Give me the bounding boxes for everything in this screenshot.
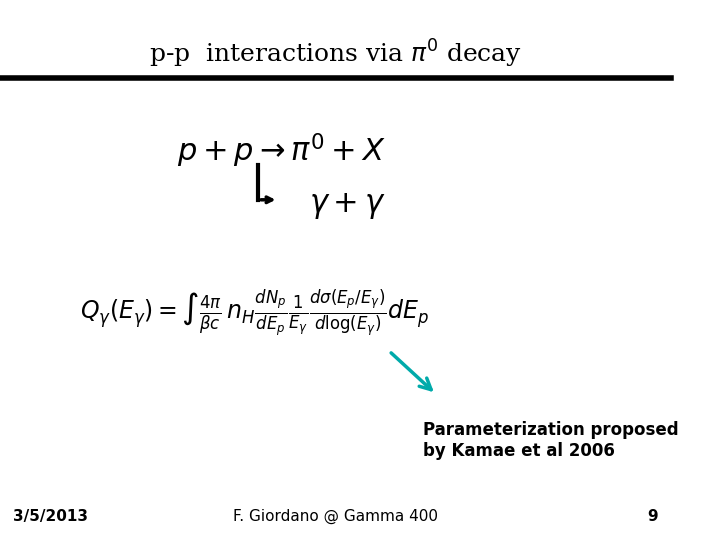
Text: $Q_\gamma(E_\gamma) = \int \frac{4\pi}{\beta c}\, n_H \frac{dN_p}{dE_p} \frac{1}: $Q_\gamma(E_\gamma) = \int \frac{4\pi}{\… bbox=[81, 288, 430, 339]
Text: F. Giordano @ Gamma 400: F. Giordano @ Gamma 400 bbox=[233, 509, 438, 524]
Text: Parameterization proposed
by Kamae et al 2006: Parameterization proposed by Kamae et al… bbox=[423, 421, 678, 460]
Text: $\gamma + \gamma$: $\gamma + \gamma$ bbox=[309, 190, 385, 221]
Text: 3/5/2013: 3/5/2013 bbox=[14, 509, 89, 524]
Text: $p + p \rightarrow \pi^0 + X$: $p + p \rightarrow \pi^0 + X$ bbox=[177, 132, 386, 171]
Text: p-p  interactions via $\pi^0$ decay: p-p interactions via $\pi^0$ decay bbox=[149, 38, 522, 70]
Text: 9: 9 bbox=[647, 509, 657, 524]
